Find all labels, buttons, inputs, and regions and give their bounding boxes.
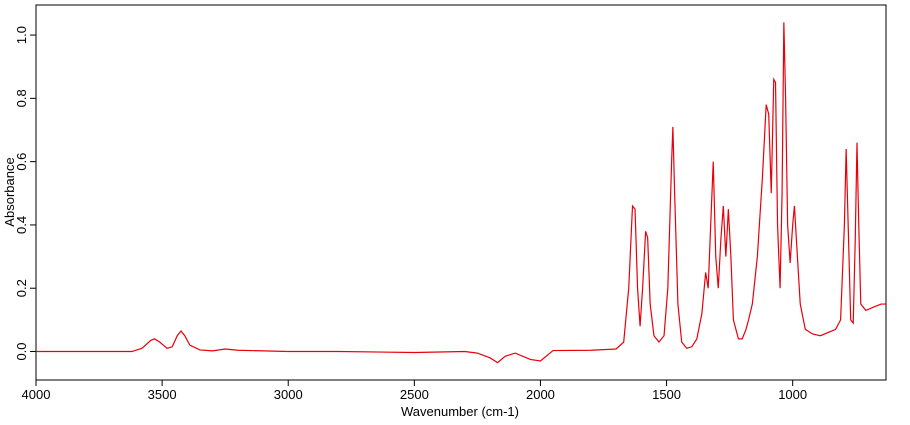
x-tick-label: 2500	[400, 387, 429, 402]
x-tick-label: 1000	[778, 387, 807, 402]
y-tick-label: 1.0	[14, 26, 29, 44]
x-tick-label: 2000	[526, 387, 555, 402]
x-tick-label: 3500	[148, 387, 177, 402]
y-axis-title: Absorbance	[2, 157, 17, 226]
x-axis-title: Wavenumber (cm-1)	[401, 404, 519, 419]
y-tick-label: 0.8	[14, 89, 29, 107]
x-tick-label: 4000	[22, 387, 51, 402]
plot-frame	[35, 4, 887, 381]
y-tick-label: 0.6	[14, 153, 29, 171]
y-tick-label: 0.0	[14, 342, 29, 360]
y-tick-label: 0.2	[14, 279, 29, 297]
spectrum-line	[36, 22, 886, 364]
x-tick-label: 1500	[652, 387, 681, 402]
x-tick-label: 3000	[274, 387, 303, 402]
y-tick-label: 0.4	[14, 216, 29, 234]
